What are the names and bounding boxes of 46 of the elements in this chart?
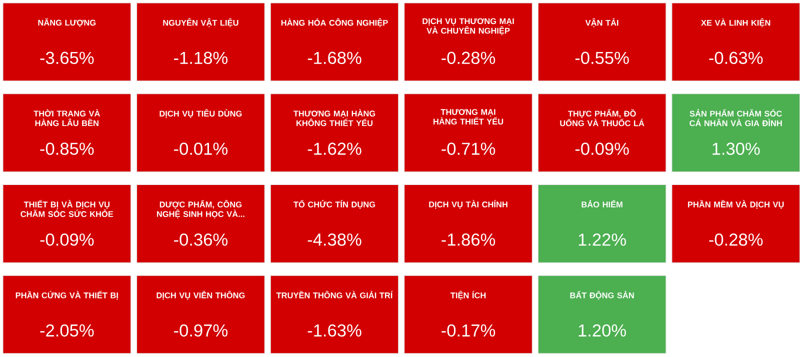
data-label: -1.86% xyxy=(442,233,496,246)
data-label: -0.55% xyxy=(575,52,629,64)
category-label: NĂNG LƯỢNG xyxy=(38,18,96,27)
category-label: DỊCH VỤ TÀI CHÍNH xyxy=(429,200,508,209)
category-label: BẢO HIỂM xyxy=(582,200,622,208)
data-label: -1.68% xyxy=(308,52,362,64)
data-label: -0.17% xyxy=(442,324,496,336)
category-label: THƯƠNG MẠI HÀNG THIẾT YẾU xyxy=(434,108,504,124)
category-label: BẤT ĐỘNG SẢN xyxy=(570,290,634,300)
category-label: SẢN PHẨM CHĂM SÓC CÁ NHÂN VÀ GIA ĐÌNH xyxy=(690,108,782,126)
data-label: 1.22% xyxy=(578,233,626,246)
category-label: TỔ CHỨC TÍN DỤNG xyxy=(294,200,375,209)
data-label: -0.63% xyxy=(709,52,763,64)
category-label: DỊCH VỤ THƯƠNG MẠI VÀ CHUYÊN NGHIỆP xyxy=(422,18,514,35)
data-label: -0.97% xyxy=(174,324,228,336)
data-label: -0.28% xyxy=(442,52,496,64)
category-label: DỊCH VỤ VIỄN THÔNG xyxy=(156,290,245,300)
data-label: -0.71% xyxy=(442,142,496,155)
data-label: -1.18% xyxy=(174,52,228,64)
data-label: -2.05% xyxy=(40,324,94,336)
category-label: PHẦN MỀM VÀ DỊCH VỤ xyxy=(688,200,784,209)
category-label: PHẦN CỨNG VÀ THIẾT BỊ xyxy=(16,290,118,300)
data-label: 1.20% xyxy=(578,324,626,336)
category-label: TIỆN ÍCH xyxy=(450,290,486,300)
data-label: -3.65% xyxy=(40,52,94,64)
data-label: -0.01% xyxy=(174,142,228,155)
category-label: DỊCH VỤ TIÊU DÙNG xyxy=(160,108,242,118)
data-label: -0.28% xyxy=(709,233,763,246)
data-label: -0.09% xyxy=(575,142,629,155)
category-label: HÀNG HÓA CÔNG NGHIỆP xyxy=(281,18,388,27)
data-label: -0.85% xyxy=(40,142,94,155)
category-label: TRUYỀN THÔNG VÀ GIẢI TRÍ xyxy=(276,290,393,298)
data-label: -1.62% xyxy=(308,142,362,155)
data-label: 1.30% xyxy=(712,142,760,155)
category-label: XE VÀ LINH KIỆN xyxy=(701,18,770,27)
category-label: THIẾT BỊ VÀ DỊCH VỤ CHĂM SÓC SỨC KHỎE xyxy=(20,200,114,217)
category-label: THỰC PHẨM, ĐỒ UỐNG VÀ THUỐC LÁ xyxy=(560,108,644,126)
data-label: -0.36% xyxy=(174,233,228,246)
category-label: THỜI TRANG VÀ HÀNG LÂU BỀN xyxy=(34,108,100,126)
category-label: DƯỢC PHẨM, CÔNG NGHỆ SINH HỌC VÀ... xyxy=(156,200,244,218)
category-label: NGUYÊN VẬT LIỆU xyxy=(163,18,238,27)
data-label: -4.38% xyxy=(308,233,362,246)
category-label: THƯƠNG MẠI HÀNG KHÔNG THIẾT YẾU xyxy=(293,108,376,126)
category-label: VẬN TẢI xyxy=(585,18,618,27)
data-label: -0.09% xyxy=(40,233,94,246)
data-label: -1.63% xyxy=(308,324,362,336)
